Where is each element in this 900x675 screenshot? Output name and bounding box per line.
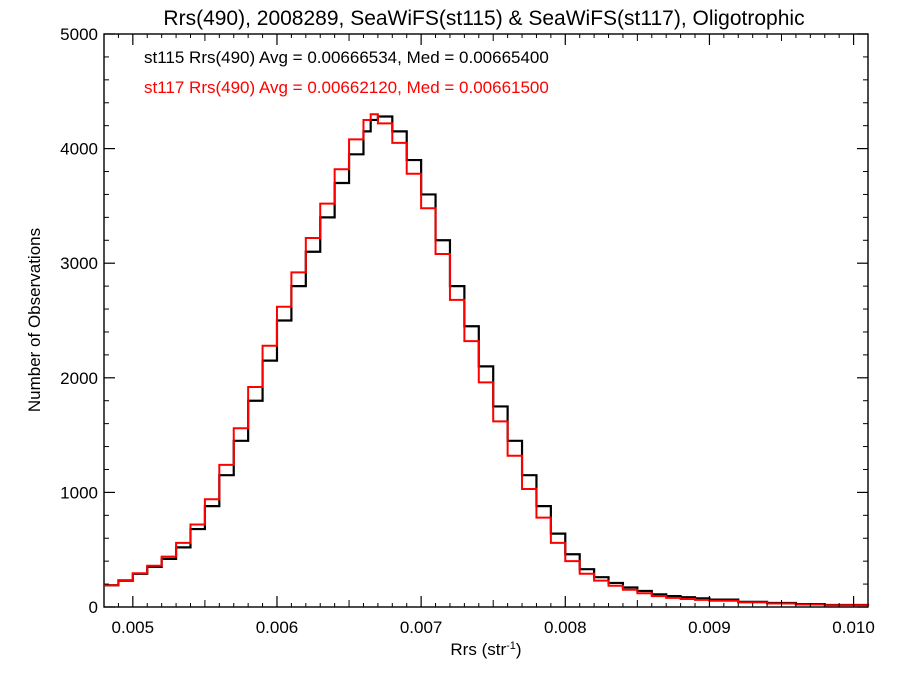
x-axis-label-superscript: -1 (506, 640, 516, 652)
x-tick-label: 0.007 (400, 618, 443, 637)
x-tick-label: 0.006 (256, 618, 299, 637)
series-layer (104, 113, 870, 607)
legend-entry-st117: st117 Rrs(490) Avg = 0.00662120, Med = 0… (144, 78, 549, 97)
x-tick-label: 0.010 (832, 618, 875, 637)
y-tick-label: 1000 (60, 483, 98, 502)
y-axis-label: Number of Observations (25, 228, 44, 412)
legend-entry-st115: st115 Rrs(490) Avg = 0.00666534, Med = 0… (144, 48, 549, 67)
chart-title: Rrs(490), 2008289, SeaWiFS(st115) & SeaW… (163, 7, 804, 30)
y-tick-label: 4000 (60, 140, 98, 159)
x-axis-label-main: Rrs (str (450, 640, 506, 659)
x-tick-label: 0.009 (688, 618, 731, 637)
series-line-st117 (104, 113, 869, 607)
x-axis-label: Rrs (str-1) (450, 640, 521, 659)
y-tick-label: 2000 (60, 369, 98, 388)
y-axis-ticks: 0 1000 2000 3000 4000 5000 (60, 25, 868, 617)
y-tick-label: 3000 (60, 254, 98, 273)
series-line-st115 (104, 115, 870, 607)
plot-frame (103, 33, 869, 608)
x-axis-label-close: ) (516, 640, 522, 659)
x-tick-label: 0.005 (112, 618, 155, 637)
x-tick-label: 0.008 (544, 618, 587, 637)
x-axis-ticks: 0.005 0.006 0.007 0.008 0.009 0.010 (112, 34, 875, 637)
y-tick-label: 5000 (60, 25, 98, 44)
y-tick-label: 0 (89, 598, 98, 617)
